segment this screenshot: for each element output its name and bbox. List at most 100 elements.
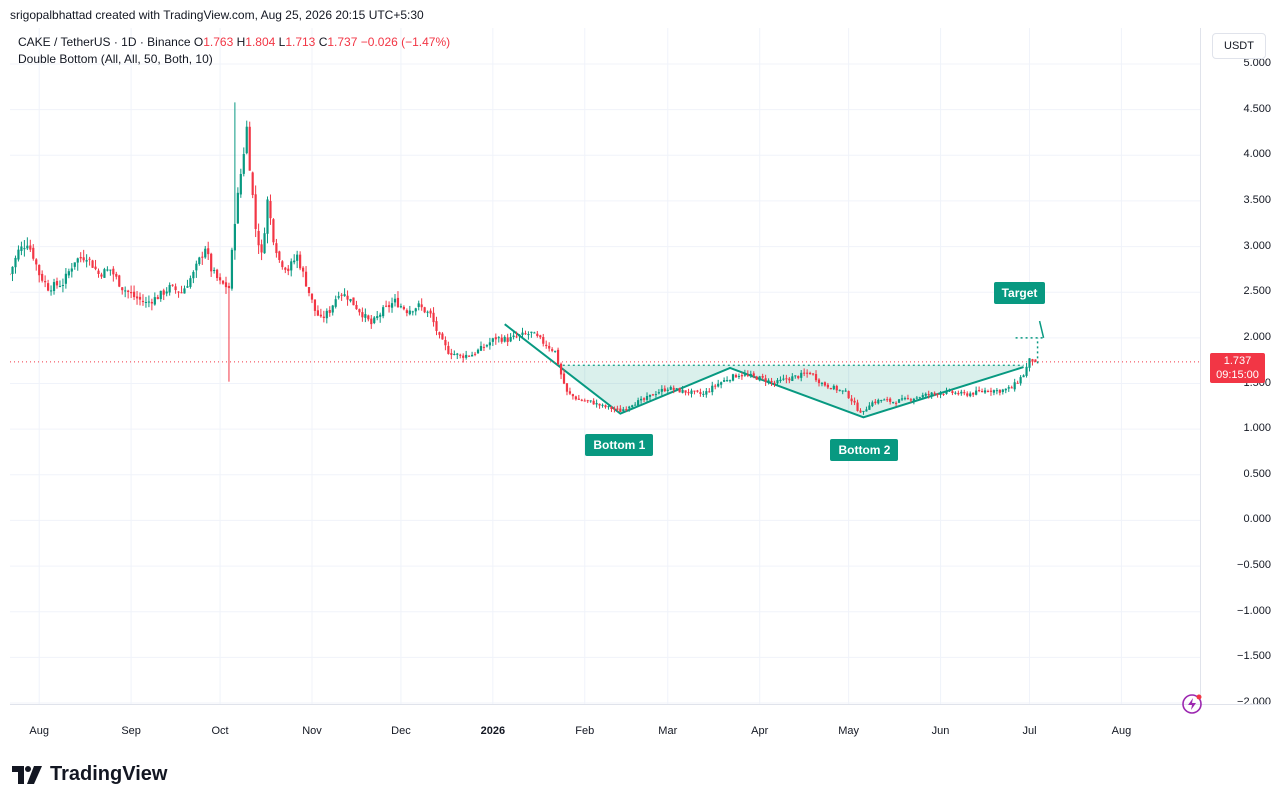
candle-body (453, 353, 456, 355)
candle-body (485, 345, 489, 347)
candle-body (132, 291, 136, 298)
candle-body (542, 337, 545, 344)
candle-body (195, 263, 198, 271)
time-axis[interactable]: Aug Sep Oct Nov Dec 2026 Feb Mar Apr May Jun Jul Aug (10, 704, 1270, 745)
candle-body (957, 392, 960, 395)
brand-logo: TradingView (12, 763, 167, 786)
candle-body (838, 389, 841, 391)
candle-body (909, 399, 913, 401)
candle-body (755, 376, 758, 380)
candle-body (811, 373, 815, 375)
candle-body (144, 302, 148, 304)
candle-body (218, 277, 222, 281)
candle-body (278, 251, 281, 261)
candle-body (207, 248, 210, 255)
candle-body (127, 290, 130, 292)
candle-body (465, 354, 468, 358)
candle-body (180, 292, 183, 294)
time-tick-label: Dec (391, 725, 411, 737)
candle-body (1004, 388, 1007, 391)
target-pointer (1038, 320, 1045, 339)
candle-body (690, 390, 693, 394)
candle-body (29, 245, 32, 250)
price-tick-label: −1.000 (1237, 604, 1271, 617)
candle-body (293, 260, 296, 263)
candle-body (559, 363, 563, 375)
candle-body (669, 386, 672, 390)
candle-body (631, 405, 634, 408)
candle-body (580, 399, 583, 401)
candle-body (598, 403, 601, 406)
candle-body (361, 312, 364, 318)
time-tick-label: Sep (121, 725, 141, 737)
candle-body (459, 354, 462, 356)
candle-body (509, 337, 512, 342)
candle-body (714, 385, 717, 387)
high-value: 1.804 (245, 35, 276, 49)
price-chart[interactable] (10, 28, 1200, 704)
candle-body (574, 396, 577, 400)
candle-body (595, 403, 598, 405)
candle-body (245, 126, 248, 154)
candle-body (497, 337, 500, 339)
candle-body (983, 390, 987, 393)
candle-body (38, 264, 41, 276)
candle-body (216, 269, 219, 279)
candle-body (230, 249, 234, 289)
candle-body (328, 309, 331, 313)
candle-body (903, 398, 907, 400)
candle-body (35, 259, 38, 265)
indicator-label[interactable]: Double Bottom (All, All, 50, Both, 10) (18, 52, 213, 66)
price-tick-label: −2.000 (1237, 696, 1271, 708)
candle-body (462, 355, 465, 358)
candle-body (628, 406, 631, 409)
pattern-fill (557, 365, 1024, 418)
candle-body (651, 394, 655, 396)
candle-body (817, 379, 821, 384)
candle-body (897, 399, 901, 403)
candle-body (49, 290, 53, 292)
candle-body (1025, 366, 1028, 376)
candle-body (438, 332, 441, 335)
candle-body (942, 393, 945, 395)
candle-body (1010, 387, 1013, 389)
candle-body (749, 373, 752, 376)
candle-body (227, 285, 231, 289)
candle-body (382, 307, 385, 317)
candle-body (625, 409, 628, 411)
candle-body (414, 308, 417, 312)
price-axis[interactable]: 5.0004.5004.0003.5003.0002.5002.0001.500… (1200, 28, 1271, 708)
pattern-outline (504, 323, 1024, 419)
lightning-icon[interactable] (1180, 692, 1204, 716)
time-tick-label: May (838, 725, 860, 737)
candle-body (405, 310, 408, 314)
candle-body (880, 399, 883, 401)
candle-body (304, 271, 308, 287)
candle-body (242, 154, 245, 174)
candle-body (204, 248, 207, 258)
candle-body (441, 333, 444, 340)
candle-body (284, 267, 287, 270)
currency-button[interactable]: USDT (1212, 33, 1266, 59)
candle-body (642, 398, 646, 400)
candle-body (859, 410, 862, 413)
candle-body (734, 374, 738, 378)
candle-body (376, 316, 379, 319)
candle-body (479, 345, 483, 351)
candle-body (32, 247, 35, 259)
candle-body (269, 200, 272, 219)
candle-body (186, 286, 189, 288)
candle-body (675, 388, 678, 390)
candle-body (820, 383, 824, 385)
candle-body (473, 353, 477, 355)
candle-body (165, 291, 168, 294)
candle-body (135, 296, 139, 299)
candle-body (645, 396, 649, 400)
candle-body (138, 296, 142, 300)
candle-body (791, 376, 794, 381)
candle-body (521, 332, 524, 335)
target-label: Target (993, 282, 1046, 305)
candle-body (287, 268, 290, 272)
candle-body (992, 390, 996, 393)
candle-body (963, 392, 966, 394)
